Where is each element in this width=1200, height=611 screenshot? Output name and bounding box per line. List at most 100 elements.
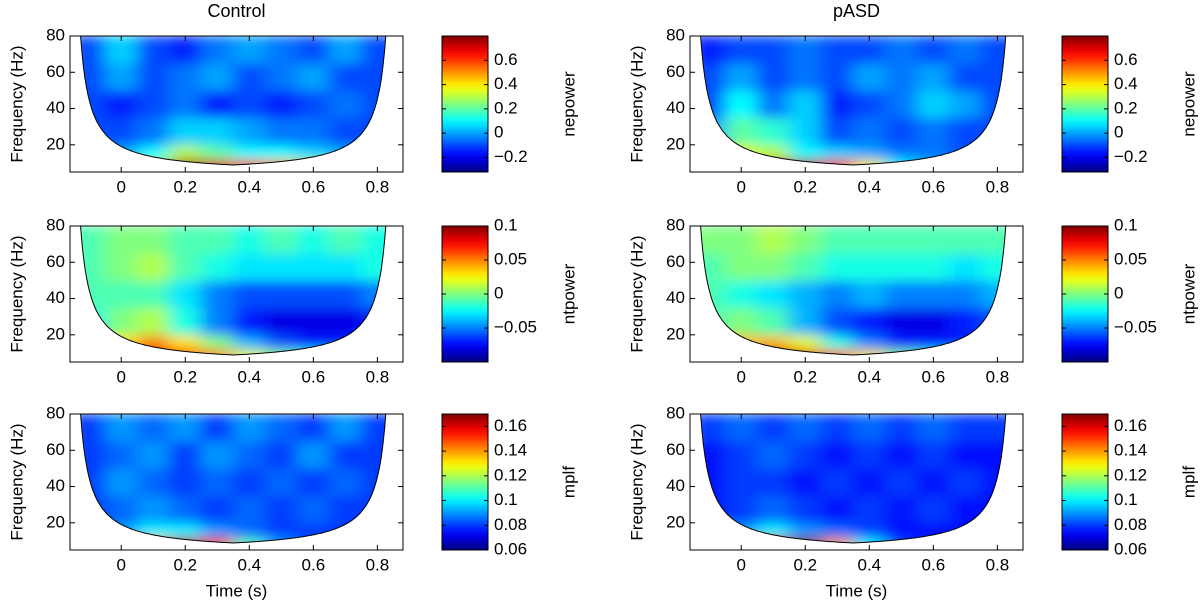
x-tick-label: 0.6 [302,555,326,574]
heatmap-cell [264,495,298,524]
plot-area [690,226,1023,362]
heatmap-cell [788,467,822,497]
heatmap-cell [820,440,854,469]
y-tick-label: 80 [46,215,65,234]
x-tick-label: 0 [116,555,125,574]
heatmap-cell [756,62,790,91]
heatmap-cell [264,117,298,146]
heatmap-cell [136,307,170,336]
heatmap-cell [756,36,790,64]
heatmap-cell [884,62,918,91]
heatmap-cell [232,467,266,497]
heatmap-cell [136,117,170,146]
colorbar-tick-label: 0.2 [494,98,518,117]
heatmap-cell [916,467,950,497]
heatmap-cell [328,414,362,442]
heatmap-cell [328,440,362,469]
y-tick-label: 20 [46,512,65,531]
plot-frame [69,35,404,173]
heatmap-cell [948,279,982,309]
colorbar-tick-label: 0.1 [1114,490,1138,509]
x-tick-label: 0.4 [857,367,881,386]
colorbar-tick-label: 0.16 [494,416,527,435]
heatmap-cell [820,117,854,146]
heatmap-cell [168,467,202,497]
colorbar-label: mplf [559,466,578,498]
heatmap-cell [296,117,330,146]
coi-mask [690,226,1023,362]
plot-area [70,36,403,172]
heatmap-cell [788,117,822,146]
heatmap-cell [948,467,982,497]
colorbar-label: ntpower [1179,263,1198,324]
heatmap-cell [916,440,950,469]
coi-mask [690,414,1023,550]
heatmap-cell [104,467,138,497]
x-tick-label: 0.8 [366,555,390,574]
y-tick-label: 40 [666,288,685,307]
heatmap-cell [820,307,854,336]
heatmap-cell [916,279,950,309]
colorbar-tick-label: 0.14 [1114,441,1147,460]
colorbar-tick-label: 0.1 [494,215,518,234]
heatmap-cell [724,440,758,469]
heatmap-cell [168,89,202,119]
heatmap-cell [852,279,886,309]
heatmap-cell [884,414,918,442]
x-tick-label: 0.8 [366,367,390,386]
coi-line [80,414,387,544]
heatmap-cell [296,467,330,497]
heatmap-cell [328,62,362,91]
colorbar [1061,35,1109,173]
heatmap-cell [916,117,950,146]
colorbar [441,413,489,551]
colorbar-tick-label: 0.6 [494,50,518,69]
heatmap-cell [168,117,202,146]
plot-area [690,36,1023,172]
heatmap-cell [852,144,886,160]
x-tick-label: 0.8 [986,367,1010,386]
plot-area [690,414,1023,550]
colorbar-tick-label: 0.08 [1114,515,1147,534]
heatmap-cell [948,89,982,119]
heatmap-cell [168,279,202,309]
heatmap-cell [200,117,234,146]
colorbar-tick-label: 0.05 [494,249,527,268]
colorbar [1061,225,1109,363]
colorbar-tick-label: 0.12 [494,465,527,484]
heatmap-cell [200,414,234,442]
plot-frame [69,225,404,363]
heatmap-cell [820,252,854,281]
heatmap-cell [296,89,330,119]
heatmap-cell [884,440,918,469]
panel-title: pASD [833,1,880,21]
y-tick-label: 40 [46,288,65,307]
heatmap-cell [200,144,234,160]
heatmap-cell [264,414,298,442]
heatmap-cell [232,522,266,538]
heatmap-cell [852,334,886,350]
heatmap-cell [232,334,266,350]
y-tick-label: 80 [46,25,65,44]
heatmap-cell [168,144,202,160]
heatmap-cell [200,467,234,497]
heatmap-cell [136,36,170,64]
heatmap-cell [820,226,854,254]
heatmap-cell [200,36,234,64]
heatmap-cell [884,144,918,160]
heatmap-cell [328,279,362,309]
heatmap-cell [200,495,234,524]
x-tick-label: 0.6 [922,367,946,386]
heatmap-cell [104,89,138,119]
heatmap-cell [756,414,790,442]
colorbar-label: nepower [559,71,578,137]
heatmap-cell [756,252,790,281]
heatmap-cell [168,252,202,281]
x-tick-label: 0 [736,177,745,196]
heatmap-cell [884,226,918,254]
x-tick-label: 0.6 [922,555,946,574]
heatmap-cell [200,334,234,350]
heatmap-cell [916,495,950,524]
colorbar-tick-label: 0.6 [1114,50,1138,69]
heatmap-cell [168,334,202,350]
